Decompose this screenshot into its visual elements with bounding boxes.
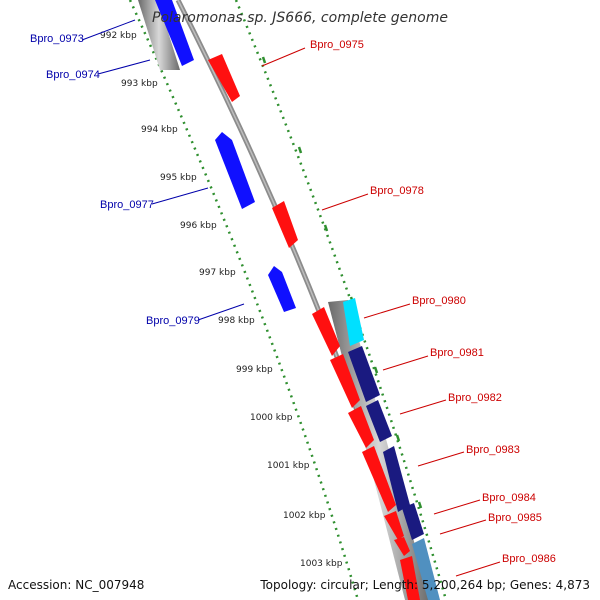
gc-skew-band-bottom bbox=[328, 300, 430, 600]
gc-skew-band-top bbox=[138, 0, 180, 70]
gc-skew-block bbox=[343, 298, 364, 346]
gene-leader-line bbox=[261, 47, 306, 67]
gene-bpro-0975 bbox=[208, 54, 240, 102]
gene-bpro-0977 bbox=[215, 132, 255, 209]
gene-bpro-0985 bbox=[394, 537, 410, 556]
tick-label: 993 kbp bbox=[121, 79, 158, 89]
gene-label: Bpro_0978 bbox=[370, 185, 424, 197]
gene-bpro-0982 bbox=[348, 406, 374, 448]
gene-label: Bpro_0977 bbox=[100, 199, 154, 211]
tick-label: 1001 kbp bbox=[267, 461, 310, 471]
gene-bpro-0981 bbox=[330, 354, 360, 408]
tick-label: 1002 kbp bbox=[283, 511, 326, 521]
gene-bpro-0986 bbox=[400, 556, 420, 600]
gene-label: Bpro_0985 bbox=[488, 512, 542, 524]
map-title: Polaromonas sp. JS666, complete genome bbox=[152, 10, 448, 26]
gc-skew-block bbox=[366, 400, 392, 442]
guide-mark bbox=[261, 56, 267, 64]
gc-skew-block bbox=[348, 346, 380, 402]
gc-skew-block bbox=[383, 446, 410, 512]
gene-label: Bpro_0980 bbox=[412, 295, 466, 307]
tick-label: 1000 kbp bbox=[250, 413, 293, 423]
gene-leader-line bbox=[151, 187, 209, 205]
gene-bpro-0979 bbox=[268, 266, 296, 312]
gene-bpro-0973 bbox=[155, 0, 194, 66]
gene-label: Bpro_0983 bbox=[466, 444, 520, 456]
guide-mark bbox=[297, 146, 303, 154]
gene-leader-line bbox=[399, 399, 447, 415]
tick-label: 995 kbp bbox=[160, 173, 197, 183]
gene-label: Bpro_0973 bbox=[30, 33, 84, 45]
tick-label: 992 kbp bbox=[100, 31, 137, 41]
guide-mark bbox=[395, 434, 401, 442]
tick-label: 999 kbp bbox=[236, 365, 273, 375]
tick-label: 1003 kbp bbox=[300, 559, 343, 569]
gene-labels: Bpro_0973 Bpro_0974 Bpro_0975 Bpro_0977 Bpro… bbox=[30, 19, 556, 577]
guide-mark bbox=[323, 224, 329, 232]
outer-guide-line bbox=[234, 0, 448, 600]
gc-skew-block bbox=[412, 538, 440, 600]
gene-leader-line bbox=[433, 499, 481, 515]
topology-text: Topology: circular; Length: 5,200,264 bp… bbox=[260, 578, 590, 592]
gene-label: Bpro_0979 bbox=[146, 315, 200, 327]
tick-label: 997 kbp bbox=[199, 268, 236, 278]
tick-label: 994 kbp bbox=[141, 125, 178, 135]
gene-leader-line bbox=[455, 561, 501, 577]
gene-leader-line bbox=[81, 19, 136, 41]
tick-label: 996 kbp bbox=[180, 221, 217, 231]
gc-skew-block bbox=[402, 503, 424, 540]
gene-bpro-0980 bbox=[312, 307, 340, 356]
gene-leader-line bbox=[439, 519, 487, 535]
gene-bpro-0978 bbox=[272, 201, 298, 248]
gene-label: Bpro_0982 bbox=[448, 392, 502, 404]
gene-label: Bpro_0984 bbox=[482, 492, 536, 504]
gene-bpro-0983 bbox=[362, 446, 396, 512]
guide-mark bbox=[373, 366, 379, 374]
gene-features bbox=[155, 0, 440, 600]
gene-label: Bpro_0974 bbox=[46, 69, 100, 81]
gene-label: Bpro_0975 bbox=[310, 39, 364, 51]
gene-leader-line bbox=[197, 303, 245, 321]
gene-leader-line bbox=[417, 451, 465, 467]
accession-text: Accession: NC_007948 bbox=[8, 578, 145, 592]
kbp-ticks: 992 kbp 993 kbp 994 kbp 995 kbp 996 kbp 997 k… bbox=[100, 31, 343, 569]
guide-mark bbox=[417, 501, 423, 509]
gene-leader-line bbox=[382, 355, 429, 371]
inner-guide-line bbox=[128, 0, 360, 600]
gene-leader-line bbox=[97, 59, 151, 75]
gene-bpro-0984 bbox=[384, 511, 404, 540]
gene-label: Bpro_0986 bbox=[502, 553, 556, 565]
tick-label: 998 kbp bbox=[218, 316, 255, 326]
gene-leader-line bbox=[321, 193, 369, 211]
gene-leader-line bbox=[363, 303, 411, 319]
gene-label: Bpro_0981 bbox=[430, 347, 484, 359]
